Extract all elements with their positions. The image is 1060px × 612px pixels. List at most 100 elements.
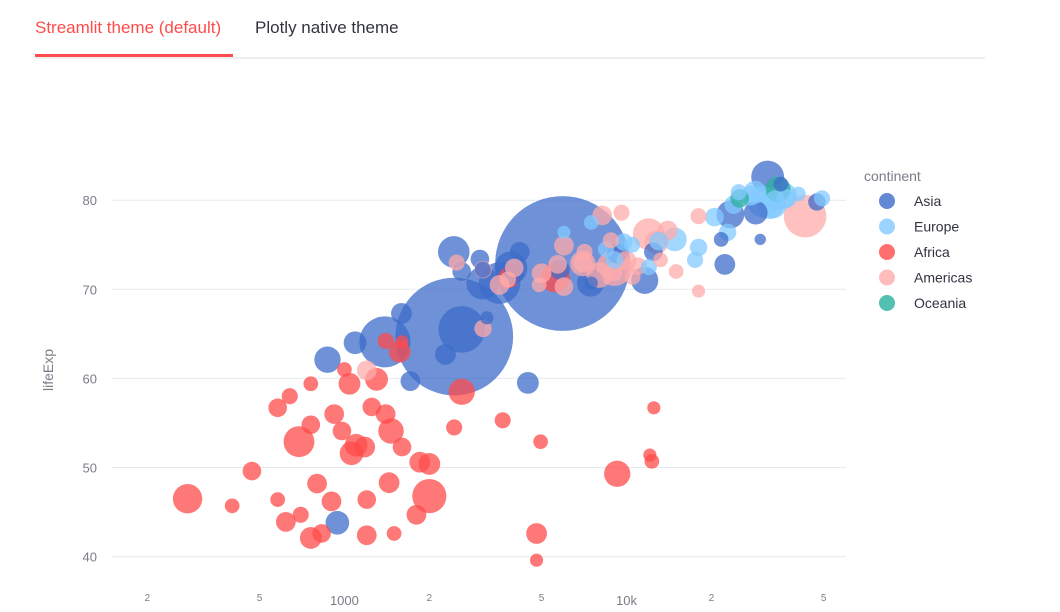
bubble-africa[interactable]	[312, 524, 331, 543]
bubble-americas[interactable]	[668, 264, 684, 279]
tab-plotly-native-theme[interactable]: Plotly native theme	[255, 18, 399, 37]
bubble-africa[interactable]	[530, 553, 544, 567]
bubble-europe[interactable]	[689, 238, 708, 257]
bubble-europe[interactable]	[686, 251, 704, 268]
bubble-africa[interactable]	[386, 526, 402, 541]
bubble-africa[interactable]	[494, 412, 511, 429]
bubble-europe[interactable]	[705, 207, 724, 227]
bubble-africa[interactable]	[533, 434, 548, 450]
bubble-africa[interactable]	[283, 426, 315, 458]
x-tick-label: 10k	[616, 593, 637, 608]
tab-streamlit-theme[interactable]: Streamlit theme (default)	[35, 18, 222, 37]
bubble-africa[interactable]	[354, 436, 376, 458]
bubble-asia[interactable]	[314, 346, 341, 373]
bubble-africa[interactable]	[526, 523, 547, 544]
bubble-africa[interactable]	[378, 472, 400, 494]
bubble-africa[interactable]	[448, 378, 475, 405]
bubble-africa[interactable]	[281, 388, 298, 405]
bubble-asia[interactable]	[584, 276, 598, 290]
bubble-asia[interactable]	[474, 261, 491, 278]
bubble-africa[interactable]	[332, 421, 352, 441]
bubble-europe[interactable]	[640, 258, 657, 276]
legend-label-oceania[interactable]: Oceania	[914, 295, 966, 311]
bubble-africa[interactable]	[321, 491, 342, 512]
bubble-asia[interactable]	[400, 371, 421, 391]
bubble-africa[interactable]	[647, 401, 661, 415]
bubble-asia[interactable]	[466, 266, 500, 300]
bubble-africa[interactable]	[604, 460, 631, 487]
bubble-americas[interactable]	[691, 284, 706, 298]
bubble-africa[interactable]	[409, 451, 431, 473]
bubble-europe[interactable]	[791, 186, 806, 202]
bubble-africa[interactable]	[378, 418, 404, 444]
bubble-africa[interactable]	[275, 512, 296, 532]
y-tick-label: 80	[83, 193, 97, 208]
legend-label-europe[interactable]: Europe	[914, 219, 959, 235]
bubble-asia[interactable]	[343, 331, 367, 355]
bubble-asia[interactable]	[438, 306, 485, 353]
bubble-europe[interactable]	[583, 215, 599, 230]
bubble-africa[interactable]	[172, 484, 203, 514]
bubble-africa[interactable]	[446, 419, 463, 436]
bubble-americas[interactable]	[690, 208, 707, 225]
bubble-asia[interactable]	[509, 242, 530, 262]
bubble-africa[interactable]	[412, 478, 447, 514]
bubble-asia[interactable]	[754, 233, 766, 246]
bubble-americas[interactable]	[554, 235, 574, 256]
bubble-americas[interactable]	[356, 360, 377, 381]
bubble-americas[interactable]	[499, 271, 517, 288]
bubble-africa[interactable]	[224, 498, 240, 514]
bubble-asia[interactable]	[480, 311, 494, 325]
bubble-africa[interactable]	[362, 397, 382, 417]
bubble-africa[interactable]	[338, 372, 361, 395]
bubble-europe[interactable]	[623, 236, 641, 253]
bubble-europe[interactable]	[557, 225, 571, 239]
legend-label-americas[interactable]: Americas	[914, 270, 972, 286]
bubble-africa[interactable]	[307, 473, 327, 494]
bubble-africa[interactable]	[268, 398, 287, 418]
bubble-africa[interactable]	[395, 335, 409, 349]
legend-marker-africa[interactable]	[879, 244, 895, 260]
bubble-africa[interactable]	[242, 461, 262, 481]
legend-marker-oceania[interactable]	[879, 295, 895, 311]
bubble-europe[interactable]	[776, 189, 796, 208]
bubble-asia[interactable]	[713, 232, 729, 247]
legend-label-asia[interactable]: Asia	[914, 193, 941, 209]
bubble-americas[interactable]	[554, 277, 574, 296]
bubble-asia[interactable]	[435, 343, 456, 365]
legend-marker-asia[interactable]	[879, 193, 895, 209]
bubble-americas[interactable]	[602, 232, 619, 249]
legend-label-africa[interactable]: Africa	[914, 244, 950, 260]
bubble-asia[interactable]	[391, 302, 412, 324]
bubble-americas[interactable]	[448, 254, 465, 271]
bubble-africa[interactable]	[356, 525, 377, 546]
bubble-africa[interactable]	[301, 415, 321, 435]
bubble-asia[interactable]	[325, 510, 350, 535]
bubble-europe[interactable]	[730, 184, 747, 201]
bubble-africa[interactable]	[337, 362, 352, 377]
bubble-americas[interactable]	[624, 268, 641, 285]
bubble-asia[interactable]	[516, 371, 539, 394]
bubble-africa[interactable]	[324, 404, 345, 424]
bubble-americas[interactable]	[548, 255, 567, 274]
bubble-africa[interactable]	[292, 506, 309, 523]
bubble-europe[interactable]	[814, 190, 831, 207]
bubble-africa[interactable]	[643, 448, 657, 462]
bubble-europe[interactable]	[649, 231, 668, 251]
legend-marker-europe[interactable]	[879, 218, 895, 235]
bubble-africa[interactable]	[392, 437, 412, 457]
bubble-asia[interactable]	[773, 176, 789, 192]
bubble-americas[interactable]	[613, 204, 630, 221]
bubble-americas[interactable]	[653, 252, 668, 268]
bubble-africa[interactable]	[357, 490, 377, 509]
bubble-africa[interactable]	[406, 504, 427, 525]
bubble-asia[interactable]	[714, 253, 736, 275]
bubble-africa[interactable]	[303, 376, 319, 392]
bubble-asia[interactable]	[743, 200, 768, 225]
bubble-americas[interactable]	[531, 277, 547, 293]
bubble-americas[interactable]	[576, 243, 593, 260]
bubble-africa[interactable]	[270, 492, 286, 507]
legend-marker-americas[interactable]	[879, 269, 895, 286]
bubble-africa[interactable]	[377, 332, 394, 350]
